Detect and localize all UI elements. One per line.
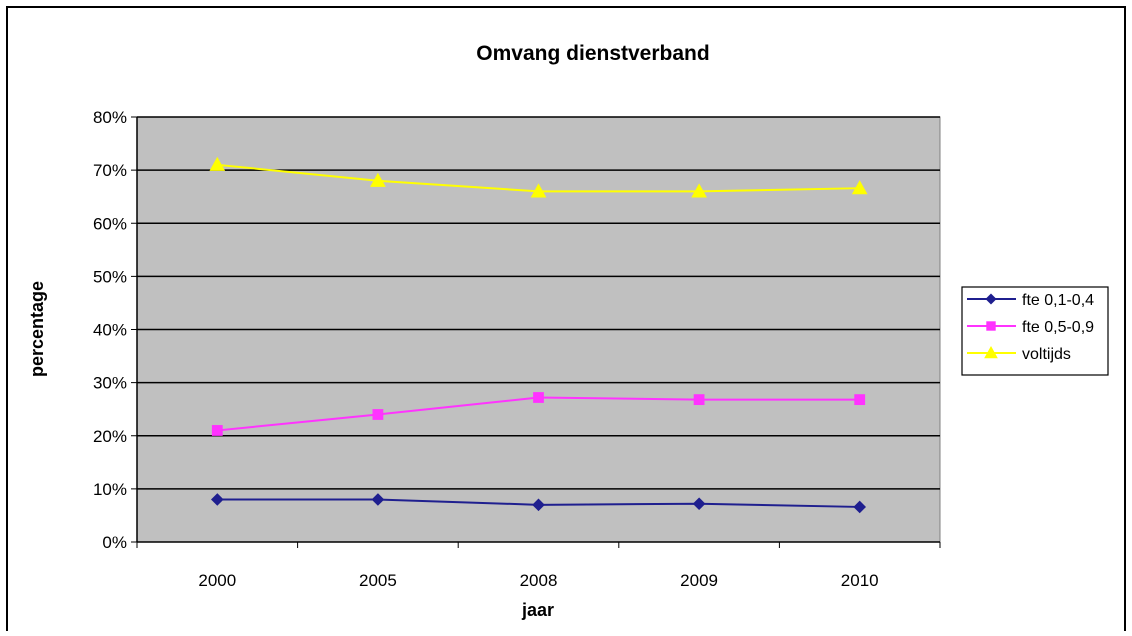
legend-marker: [986, 321, 996, 331]
y-tick-label: 0%: [102, 533, 127, 552]
y-tick-label: 40%: [93, 321, 127, 340]
grid-lines: [137, 116, 940, 490]
series-1: [210, 493, 867, 514]
data-point: [370, 172, 386, 187]
x-axis-ticks: 2000 2005 2008 2009 2010: [136, 542, 941, 590]
x-tick-label: 2010: [841, 571, 879, 590]
y-tick-label: 60%: [93, 214, 127, 233]
data-point: [371, 493, 385, 506]
x-axis-label: jaar: [521, 600, 554, 620]
series-layer: [209, 156, 868, 514]
legend: fte 0,1-0,4 fte 0,5-0,9 voltijds: [961, 286, 1109, 376]
data-point: [372, 409, 384, 420]
chart-title: Omvang dienstverband: [476, 42, 709, 65]
series-3: [209, 156, 868, 198]
data-point: [209, 156, 226, 171]
y-tick-label: 80%: [93, 108, 127, 127]
legend-label: fte 0,5-0,9: [1022, 319, 1094, 336]
data-point: [533, 392, 544, 403]
x-tick-label: 2008: [520, 571, 558, 590]
legend-label: voltijds: [1022, 346, 1071, 363]
data-point: [853, 500, 867, 514]
y-tick-label: 20%: [93, 427, 127, 446]
y-tick-label: 30%: [93, 374, 127, 393]
legend-box: [961, 286, 1109, 376]
x-tick-label: 2000: [198, 571, 236, 590]
data-point: [211, 425, 223, 436]
y-axis-ticks: 0% 10% 20% 30% 40% 50% 60% 70% 80%: [93, 108, 137, 552]
x-tick-label: 2005: [359, 571, 397, 590]
data-point: [210, 493, 224, 506]
data-point: [851, 180, 868, 195]
data-point: [691, 183, 707, 198]
x-tick-label: 2009: [680, 571, 718, 590]
series-2: [211, 392, 866, 436]
y-axis-label: percentage: [27, 281, 47, 377]
data-point: [693, 394, 705, 406]
legend-marker: [985, 293, 997, 305]
data-point: [532, 498, 545, 512]
y-tick-label: 70%: [93, 161, 127, 180]
data-point: [692, 497, 706, 511]
y-tick-label: 10%: [93, 480, 127, 499]
legend-marker: [984, 345, 998, 359]
legend-label: fte 0,1-0,4: [1022, 292, 1094, 309]
data-point: [530, 183, 547, 198]
y-tick-label: 50%: [93, 267, 127, 286]
data-point: [854, 394, 866, 406]
